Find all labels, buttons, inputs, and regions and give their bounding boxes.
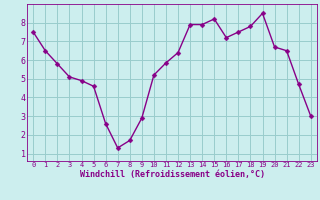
X-axis label: Windchill (Refroidissement éolien,°C): Windchill (Refroidissement éolien,°C) (79, 170, 265, 179)
